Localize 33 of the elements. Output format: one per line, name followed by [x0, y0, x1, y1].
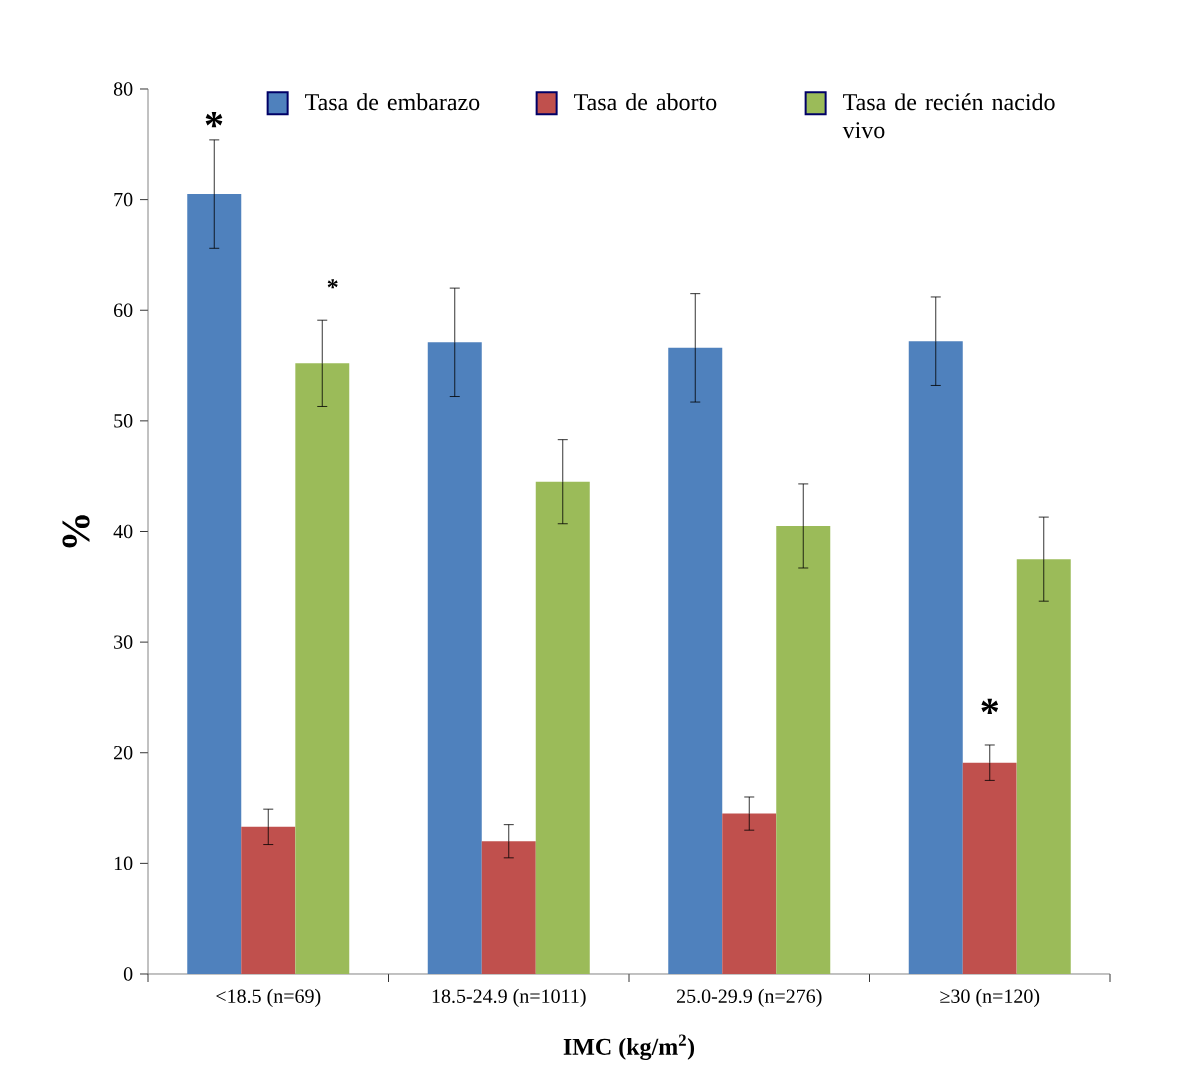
legend-label: Tasa de recién nacido vivo [842, 93, 1055, 139]
y-tick-label: 60 [114, 303, 133, 317]
bar [187, 194, 242, 974]
legend-label: Tasa de aborto [574, 93, 717, 111]
y-tick-label: 10 [114, 856, 133, 871]
y-tick-label: 0 [123, 967, 133, 981]
bar [241, 826, 296, 974]
x-tick-label: 18.5-24.9 (n=1011) [432, 988, 586, 1007]
x-tick-label: <18.5 (n=69) [216, 988, 321, 1007]
bar [481, 841, 536, 974]
bar [722, 813, 777, 974]
bar [962, 762, 1017, 974]
annotation: * [981, 698, 999, 714]
bar [427, 342, 482, 974]
y-tick-label: 40 [113, 524, 133, 539]
y-tick-label: 30 [114, 635, 133, 649]
x-axis-title: IMC (kg/m$^{2}$) [563, 1034, 695, 1060]
bar [668, 347, 723, 974]
y-tick-label: 20 [114, 745, 133, 760]
bar [776, 525, 831, 974]
legend-label: Tasa de embarazo [305, 93, 480, 111]
y-axis-title: % [62, 515, 90, 548]
y-tick-label: 70 [114, 192, 133, 207]
bar [908, 341, 963, 974]
y-tick-label: 80 [113, 82, 133, 96]
bar [1016, 559, 1071, 974]
bar [295, 363, 350, 974]
bar [535, 481, 590, 974]
x-tick-label: ≥30 (n=120) [940, 988, 1040, 1007]
x-tick-label: 25.0-29.9 (n=276) [677, 988, 822, 1007]
annotation: * [327, 279, 338, 289]
annotation: * [205, 112, 223, 128]
y-tick-label: 50 [114, 414, 133, 428]
